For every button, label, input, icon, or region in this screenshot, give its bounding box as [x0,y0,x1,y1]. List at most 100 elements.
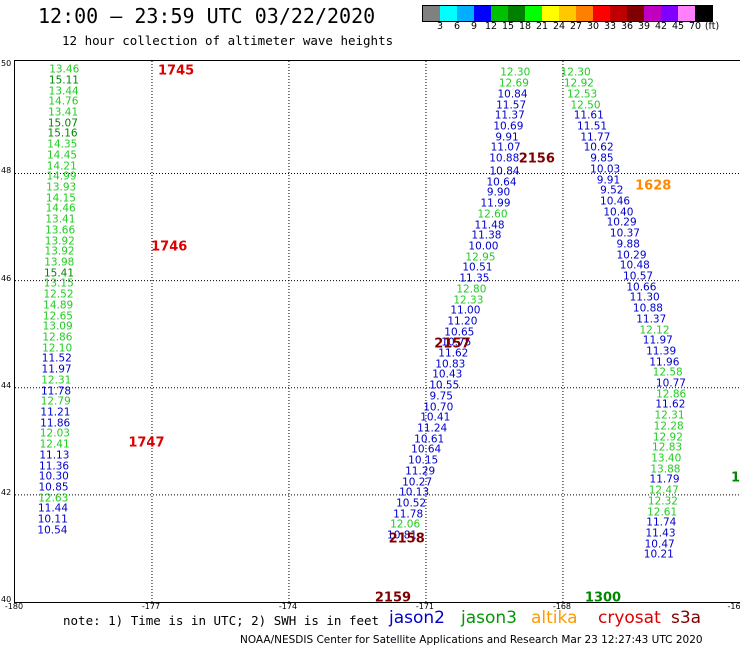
longitude-tick-label: -174 [278,602,298,611]
wave-height-value: 10.84 [497,88,528,101]
wave-height-value: 9.90 [486,186,511,199]
wave-height-value: 10.88 [632,302,663,315]
wave-height-value: 12.10 [42,342,73,355]
latitude-tick-label: 48 [1,166,12,176]
wave-height-value: 12.83 [652,441,683,454]
wave-height-value: 11.62 [438,347,469,360]
wave-height-value: 11.35 [459,272,490,285]
wave-height-value: 14.21 [46,160,77,173]
wave-height-value: 11.43 [645,527,676,540]
wave-height-value: 13.44 [48,85,79,98]
wave-height-value: 11.97 [41,363,72,376]
wave-height-value: 11.13 [39,449,70,462]
wave-height-value: 11.07 [490,141,521,154]
latitude-tick-label: 42 [1,487,12,497]
page-title: 12:00 – 23:59 UTC 03/22/2020 [38,4,376,28]
color-swatch [457,6,474,21]
color-swatch [593,6,610,21]
wave-height-value: 12.32 [647,495,678,508]
pass-time-label: 2157 [434,336,471,352]
wave-height-value: 10.57 [623,270,654,283]
wave-height-value: 12.79 [40,395,71,408]
color-swatch [440,6,457,21]
color-swatch [525,6,542,21]
wave-height-value: 12.53 [567,88,598,101]
color-scale-label: 27 [569,21,583,32]
wave-height-value: 14.46 [45,202,76,215]
wave-height-value: 14.45 [47,149,78,162]
wave-height-value: 13.92 [44,245,75,258]
color-scale-label: 39 [637,21,651,32]
wave-height-value: 10.15 [408,454,439,467]
wave-height-value: 14.15 [45,192,76,205]
wave-height-value: 12.61 [647,506,678,519]
wave-height-value: 10.85 [38,481,69,494]
wave-height-value: 12.30 [560,66,591,79]
wave-height-value: 10.43 [432,368,463,381]
wave-height-value: 11.86 [40,417,71,430]
color-scale-label: 21 [535,21,549,32]
wave-height-value: 12.58 [652,366,683,379]
color-swatch [695,6,712,21]
color-scale-label: 70 [688,21,702,32]
wave-height-value: 11.78 [393,508,424,521]
wave-height-value: 11.48 [474,219,505,231]
pass-time-label: 1746 [151,239,188,255]
wave-height-value: 9.91 [495,131,519,144]
wave-height-value: 11.39 [646,345,677,358]
wave-height-value: 10.81 [387,529,418,542]
wave-height-value: 9.88 [616,238,640,251]
wave-height-value: 9.52 [600,184,624,197]
wave-height-value: 10.40 [603,206,634,219]
wave-height-value: 11.20 [447,315,478,328]
wave-height-value: 11.52 [41,352,72,365]
wave-height-value: 10.00 [468,240,499,253]
wave-height-value: 11.37 [494,109,525,122]
pass-time-label: 1300 [584,590,622,606]
pass-time-label: 1628 [635,178,672,194]
wave-height-value: 12.95 [465,251,496,264]
wave-height-value: 12.50 [570,99,601,112]
wave-height-value: 12.63 [38,492,69,505]
wave-height-value: 10.13 [399,486,430,499]
wave-height-value: 12.69 [498,77,529,90]
wave-height-value: 9.75 [429,390,453,403]
wave-height-value: 13.46 [49,63,80,76]
wave-height-value: 12.52 [43,288,74,301]
wave-height-value: 11.38 [471,229,502,242]
wave-height-value: 11.51 [577,120,608,133]
color-scale-label: 30 [586,21,600,32]
wave-height-value: 11.61 [573,109,604,122]
wave-height-value: 15.07 [47,117,78,130]
color-swatch [678,6,695,21]
color-scale-label: 3 [436,21,444,32]
wave-height-value: 10.62 [583,141,614,154]
pass-time-label: 2156 [518,151,555,167]
color-swatch [576,6,593,21]
wave-height-value: 10.65 [444,326,475,339]
wave-height-value: 10.27 [402,476,433,489]
wave-height-value: 10.48 [619,259,650,272]
wave-height-value: 10.46 [600,195,631,208]
color-scale-label: 42 [654,21,668,32]
pass-time-label: 2158 [388,531,425,547]
wave-height-value: 10.75 [441,336,472,349]
pass-time-label: 1301 [731,470,740,486]
wave-height-value: 14.99 [46,170,77,183]
wave-height-value: 13.15 [43,277,74,290]
latitude-tick-label: 44 [1,380,12,390]
wave-height-value: 11.00 [450,304,481,317]
wave-height-value: 13.41 [48,106,79,119]
wave-height-value: 11.21 [40,406,71,419]
wave-height-value: 13.88 [650,463,681,476]
wave-height-value: 10.03 [590,163,621,176]
color-swatch [627,6,644,21]
pass-time-label: 2159 [374,590,412,606]
satellite-legend-jason3: jason3 [461,608,517,628]
wave-height-value: 12.47 [648,484,679,497]
wave-height-value: 10.66 [626,281,657,294]
longitude-tick-label: -16 [727,602,740,611]
wave-height-value: 10.29 [616,249,647,261]
color-swatch [508,6,525,21]
color-scale-label: 12 [484,21,498,32]
